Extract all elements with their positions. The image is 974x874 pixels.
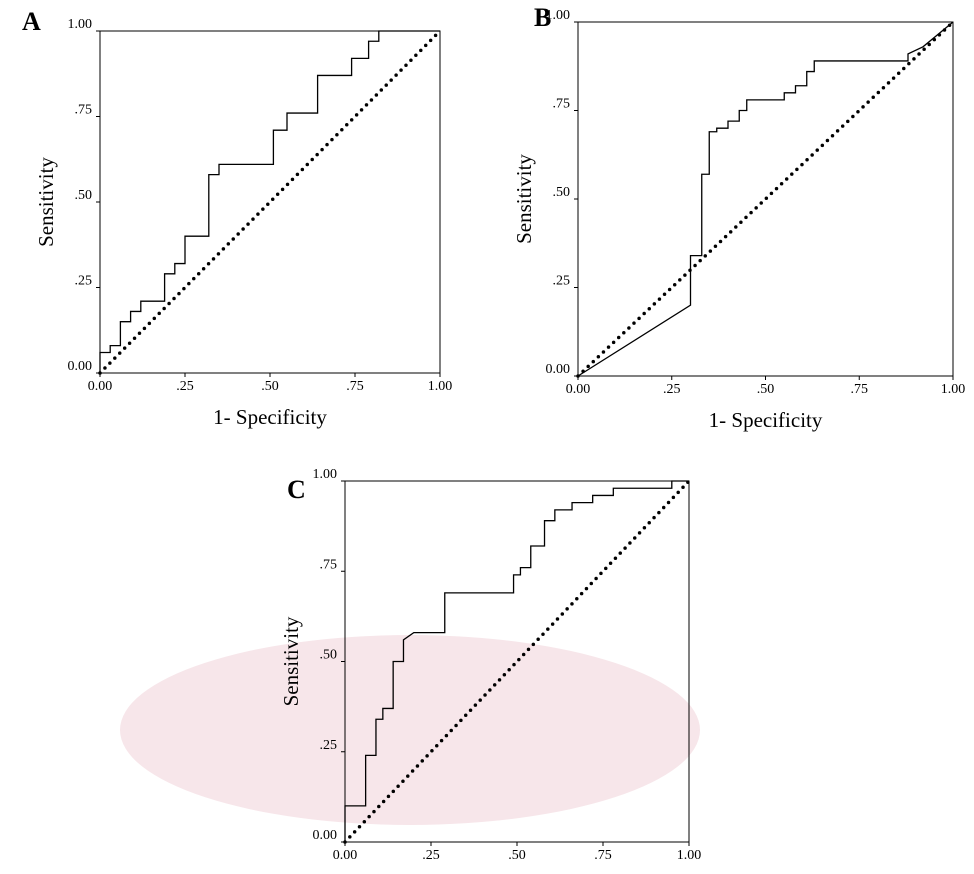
roc-curve <box>99 30 440 373</box>
x-tick-label: 1.00 <box>941 382 966 397</box>
y-axis-label: Sensitivity <box>279 616 303 706</box>
y-tick-label: .75 <box>320 557 338 572</box>
y-tick-label: 0.00 <box>68 359 93 374</box>
x-tick-label: 0.00 <box>566 382 591 397</box>
y-tick-label: .50 <box>75 188 93 203</box>
watermark <box>120 635 700 825</box>
y-axis-label: Sensitivity <box>34 157 58 247</box>
y-tick-label: 0.00 <box>546 362 571 377</box>
plot-frame <box>99 30 441 374</box>
y-tick-label: .25 <box>75 274 93 289</box>
x-tick-label: 0.00 <box>333 848 358 863</box>
y-tick-label: .75 <box>553 97 571 112</box>
x-tick-label: 0.00 <box>88 379 113 394</box>
y-tick-label: 1.00 <box>546 8 571 23</box>
roc-curve <box>344 480 689 842</box>
x-axis-label: 1- Specificity <box>213 405 327 429</box>
x-tick-label: .50 <box>757 382 775 397</box>
x-tick-label: .75 <box>594 848 612 863</box>
y-tick-label: 0.00 <box>313 828 338 843</box>
x-axis-label: 1- Specificity <box>709 408 823 432</box>
y-tick-label: .25 <box>553 274 571 289</box>
panel-label: B <box>534 3 551 32</box>
x-tick-label: 1.00 <box>677 848 702 863</box>
x-tick-label: 1.00 <box>428 379 453 394</box>
x-tick-label: .25 <box>663 382 681 397</box>
y-tick-label: 1.00 <box>68 17 93 32</box>
x-tick-label: .50 <box>508 848 526 863</box>
panel-label: C <box>287 475 306 504</box>
reference-line <box>343 479 691 844</box>
x-tick-label: .50 <box>261 379 279 394</box>
y-tick-label: .25 <box>320 738 338 753</box>
roc-curve <box>577 21 954 377</box>
x-tick-label: .25 <box>422 848 440 863</box>
y-tick-label: .50 <box>320 648 338 663</box>
y-tick-label: .50 <box>553 185 571 200</box>
reference-line <box>98 29 442 375</box>
panel-label: A <box>22 7 41 36</box>
reference-line <box>576 20 955 378</box>
x-tick-label: .25 <box>176 379 194 394</box>
x-tick-label: .75 <box>346 379 364 394</box>
y-axis-label: Sensitivity <box>512 154 536 244</box>
y-tick-label: .75 <box>75 103 93 118</box>
x-tick-label: .75 <box>851 382 869 397</box>
y-tick-label: 1.00 <box>313 467 338 482</box>
